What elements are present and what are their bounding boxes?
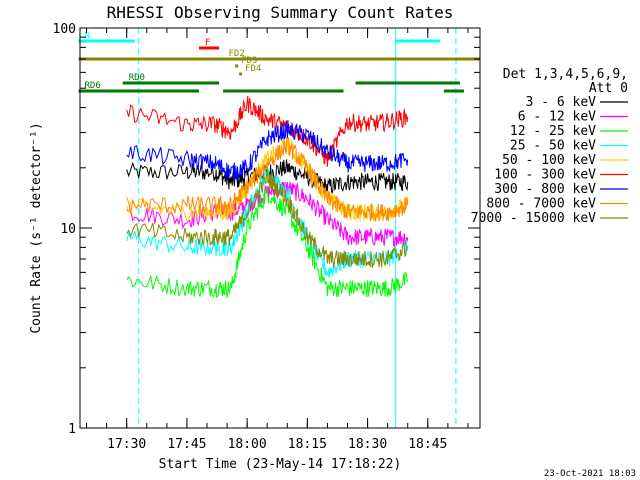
series-line	[126, 186, 409, 299]
vline-group	[138, 28, 457, 428]
series-line	[126, 137, 409, 223]
flag-label: N	[85, 31, 90, 41]
y-tick-label: 10	[60, 222, 76, 237]
flag-label: RD0	[129, 73, 145, 83]
flag-label: FD4	[245, 64, 261, 74]
y-axis: 1 10 100	[53, 22, 480, 437]
legend-entry-label: 3 - 6 keV	[526, 95, 597, 110]
footer-timestamp: 23-Oct-2021 18:03	[544, 469, 636, 479]
legend-entry-label: 7000 - 15000 keV	[471, 211, 596, 226]
x-tick-label: 18:00	[228, 437, 267, 452]
y-axis-label: Count Rate (s⁻¹ detector⁻¹)	[29, 122, 44, 333]
legend-entry-label: 100 - 300 keV	[494, 168, 596, 183]
flag-label: F	[205, 38, 210, 48]
flag-label: RD6	[85, 81, 101, 91]
legend-header: Att 0	[589, 81, 628, 96]
flag-label: FD2	[229, 49, 245, 59]
legend-entry-label: 25 - 50 keV	[510, 139, 596, 154]
y-tick-label: 1	[68, 422, 76, 437]
legend-entry-label: 6 - 12 keV	[518, 110, 596, 125]
series-line	[126, 95, 409, 167]
x-tick-label: 18:15	[288, 437, 327, 452]
chart-title: RHESSI Observing Summary Count Rates	[107, 3, 454, 22]
series-line	[126, 169, 409, 268]
y-tick-label: 100	[53, 22, 76, 37]
x-axis-label: Start Time (23-May-14 17:18:22)	[159, 457, 402, 472]
legend-entry-label: 800 - 7000 keV	[486, 197, 596, 212]
legend-header: Det 1,3,4,5,6,9,	[503, 67, 628, 82]
x-tick-label: 17:45	[167, 437, 206, 452]
legend-entry-label: 12 - 25 keV	[510, 124, 596, 139]
x-tick-label: 17:30	[107, 437, 146, 452]
x-tick-label: 18:30	[348, 437, 387, 452]
x-tick-label: 18:45	[408, 437, 447, 452]
legend-entry-label: 50 - 100 keV	[502, 153, 596, 168]
series-line	[126, 159, 409, 196]
x-axis: 17:30 17:45 18:00 18:15 18:30 18:45	[86, 28, 469, 452]
flag-label: FD3	[241, 56, 257, 66]
legend-entry-label: 300 - 800 keV	[494, 182, 596, 197]
series-group	[126, 95, 409, 299]
